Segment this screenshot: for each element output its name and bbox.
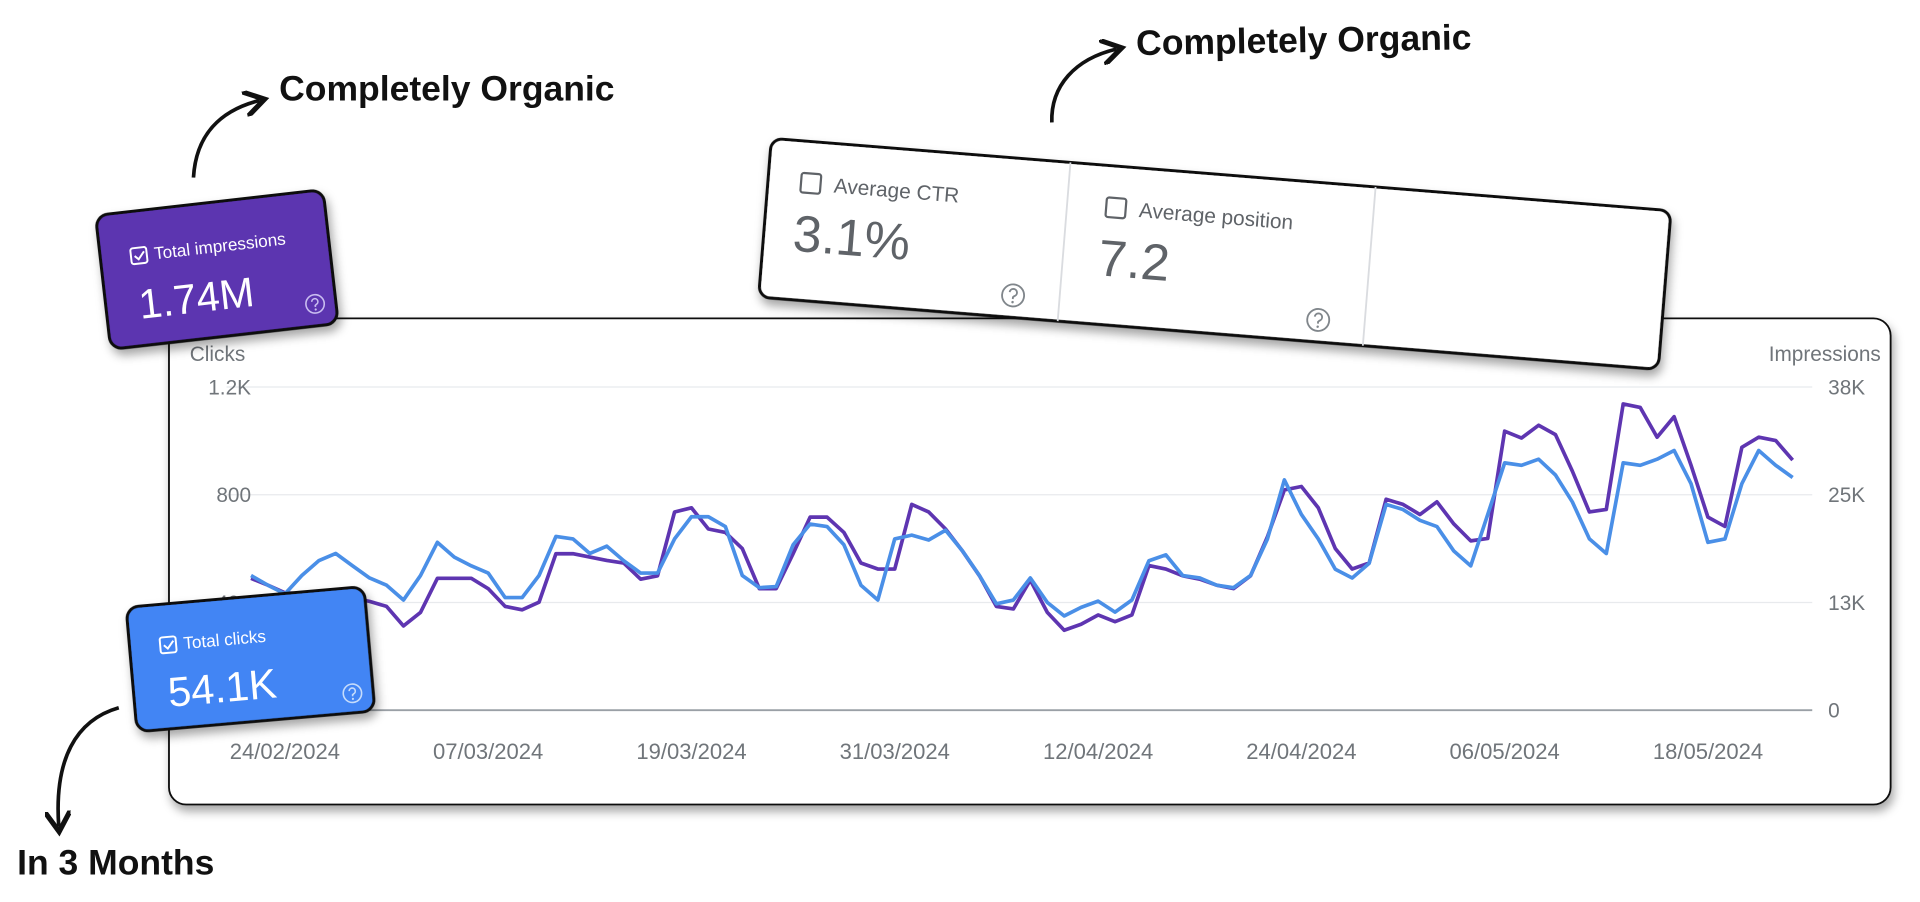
y2-tick-label: 13K [1828,592,1865,615]
x-tick-label: 07/03/2024 [433,739,543,764]
card-frame [125,586,376,733]
metric-value: 7.2 [1096,228,1172,292]
annotation: In 3 Months [17,842,214,882]
metrics-card: Average CTR 3.1% Average position 7.2 [757,137,1672,371]
annotation: Completely Organic [279,68,614,108]
annotation: Completely Organic [1136,17,1472,63]
divider [1056,162,1072,322]
x-tick-label: 12/04/2024 [1043,739,1153,764]
y2-tick-label: 0 [1828,700,1840,723]
y2-tick-label: 38K [1828,376,1865,399]
checkbox[interactable] [799,171,823,195]
card-frame [95,189,339,350]
checkbox[interactable] [1104,196,1128,220]
help-icon[interactable] [305,293,326,314]
help-icon[interactable] [1001,283,1026,308]
y2-axis-title: Impressions [1769,343,1881,366]
impressions-card: Total impressions 1.74M [95,189,339,350]
divider [1361,186,1377,346]
chart-panel: Clicks Impressions 04008001.2K013K25K38K… [168,317,1892,806]
series-line [250,402,1795,633]
clicks-card: Total clicks 54.1K [125,586,376,733]
y-tick-label: 1.2K [208,376,251,399]
y2-tick-label: 25K [1828,484,1865,507]
series-line [250,448,1794,618]
x-tick-label: 06/05/2024 [1450,739,1560,764]
help-icon[interactable] [1306,308,1331,332]
x-tick-label: 18/05/2024 [1653,739,1763,764]
metric-value: 3.1% [791,204,912,271]
card-frame [757,137,1672,371]
help-icon[interactable] [342,683,363,704]
y-axis-title: Clicks [190,343,245,366]
arrow [191,100,259,178]
arrow [58,706,120,827]
checkmark [163,640,175,651]
x-tick-label: 24/04/2024 [1246,739,1356,764]
y-tick-label: 800 [216,484,251,507]
checkbox[interactable] [158,635,178,655]
checkbox[interactable] [129,246,149,266]
card-value: 54.1K [166,659,279,715]
x-tick-label: 31/03/2024 [840,739,950,764]
checkmark [134,250,145,261]
arrow [1049,49,1117,123]
x-tick-label: 19/03/2024 [636,739,746,764]
x-tick-label: 24/02/2024 [230,739,340,764]
